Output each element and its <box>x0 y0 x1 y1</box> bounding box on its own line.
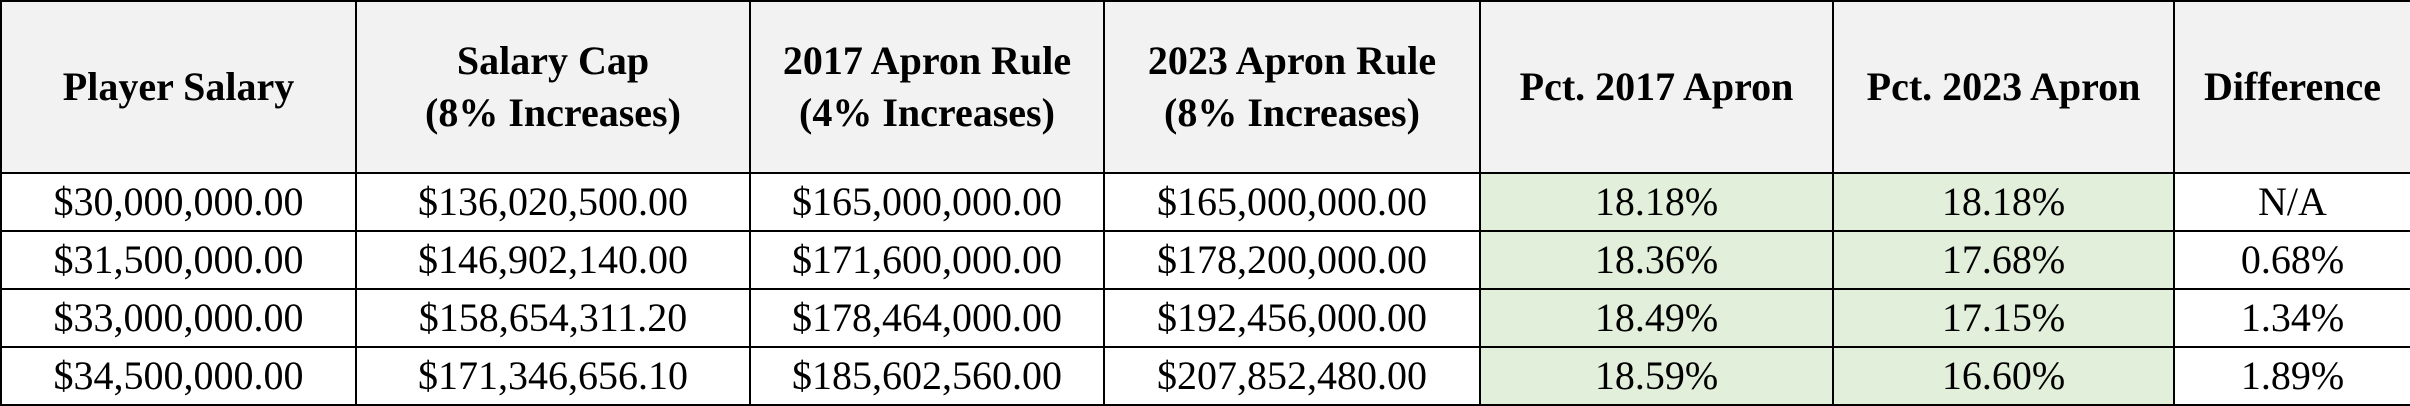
header-2023-apron-rule: 2023 Apron Rule (8% Increases) <box>1103 0 1481 174</box>
cell-pct-2017-apron: 18.59% <box>1479 346 1834 406</box>
cell-pct-2023-apron: 16.60% <box>1832 346 2175 406</box>
cell-2023-apron-rule: $192,456,000.00 <box>1103 288 1481 348</box>
header-salary-cap: Salary Cap (8% Increases) <box>355 0 751 174</box>
cell-salary-cap: $158,654,311.20 <box>355 288 751 348</box>
table-row: $34,500,000.00 $171,346,656.10 $185,602,… <box>0 346 2410 406</box>
cell-pct-2023-apron: 17.15% <box>1832 288 2175 348</box>
cell-pct-2023-apron: 18.18% <box>1832 172 2175 232</box>
cell-player-salary: $34,500,000.00 <box>0 346 357 406</box>
cell-difference: N/A <box>2173 172 2410 232</box>
cell-2017-apron-rule: $185,602,560.00 <box>749 346 1105 406</box>
cell-player-salary: $33,000,000.00 <box>0 288 357 348</box>
cell-player-salary: $30,000,000.00 <box>0 172 357 232</box>
header-pct-2017-apron: Pct. 2017 Apron <box>1479 0 1834 174</box>
header-difference: Difference <box>2173 0 2410 174</box>
cell-difference: 1.34% <box>2173 288 2410 348</box>
cell-2017-apron-rule: $171,600,000.00 <box>749 230 1105 290</box>
cell-pct-2017-apron: 18.49% <box>1479 288 1834 348</box>
cell-2023-apron-rule: $207,852,480.00 <box>1103 346 1481 406</box>
header-pct-2023-apron: Pct. 2023 Apron <box>1832 0 2175 174</box>
cell-pct-2023-apron: 17.68% <box>1832 230 2175 290</box>
cell-2023-apron-rule: $165,000,000.00 <box>1103 172 1481 232</box>
table-row: $33,000,000.00 $158,654,311.20 $178,464,… <box>0 288 2410 348</box>
cell-salary-cap: $171,346,656.10 <box>355 346 751 406</box>
cell-pct-2017-apron: 18.36% <box>1479 230 1834 290</box>
header-row: Player Salary Salary Cap (8% Increases) … <box>0 0 2410 174</box>
header-2017-apron-rule: 2017 Apron Rule (4% Increases) <box>749 0 1105 174</box>
cell-pct-2017-apron: 18.18% <box>1479 172 1834 232</box>
cell-2017-apron-rule: $178,464,000.00 <box>749 288 1105 348</box>
cell-player-salary: $31,500,000.00 <box>0 230 357 290</box>
header-player-salary: Player Salary <box>0 0 357 174</box>
table-row: $31,500,000.00 $146,902,140.00 $171,600,… <box>0 230 2410 290</box>
cell-difference: 1.89% <box>2173 346 2410 406</box>
cell-2017-apron-rule: $165,000,000.00 <box>749 172 1105 232</box>
cell-salary-cap: $146,902,140.00 <box>355 230 751 290</box>
cell-difference: 0.68% <box>2173 230 2410 290</box>
table-row: $30,000,000.00 $136,020,500.00 $165,000,… <box>0 172 2410 232</box>
cell-salary-cap: $136,020,500.00 <box>355 172 751 232</box>
cell-2023-apron-rule: $178,200,000.00 <box>1103 230 1481 290</box>
